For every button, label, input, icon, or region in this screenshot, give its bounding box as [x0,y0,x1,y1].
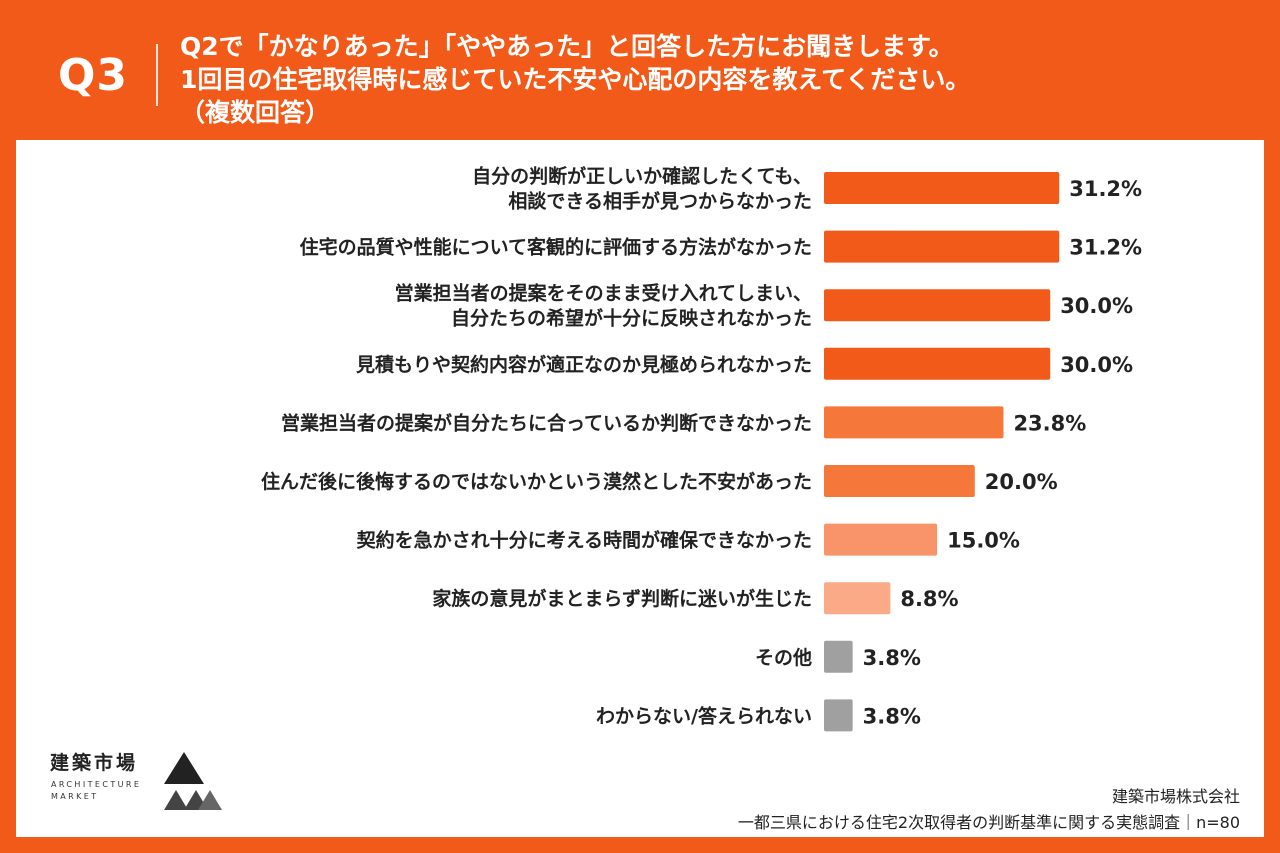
category-label-line: 自分たちの希望が十分に反映されなかった [451,307,812,330]
category-label: わからない/答えられない [596,704,812,727]
category-label-line: 住んだ後に後悔するのではないかという漠然とした不安があった [261,470,812,493]
footer: 建築市場株式会社 一都三県における住宅2次取得者の判断基準に関する実態調査｜n=… [738,784,1240,836]
bar [824,347,1051,380]
bar [824,699,853,732]
footer-survey: 一都三県における住宅2次取得者の判断基準に関する実態調査｜n=80 [737,813,1240,832]
value-label: 3.8% [863,704,921,728]
category-label: その他 [755,646,812,669]
chart-panel: 自分の判断が正しいか確認したくても、相談できる相手が見つからなかった 31.2% 住… [16,140,1264,837]
question-line-3: （複数回答） [180,98,331,127]
bar [824,582,891,615]
category-label: 契約を急かされ十分に考える時間が確保できなかった [356,529,812,552]
logo-triangle-icon [164,752,222,810]
value-label: 15.0% [947,529,1020,553]
category-label: 見積もりや契約内容が適正なのか見極められなかった [356,353,812,376]
value-label: 20.0% [985,470,1058,494]
bar [824,289,1051,322]
category-label-line: 営業担当者の提案をそのまま受け入れてしまい、 [395,282,812,305]
category-label-line: その他 [755,646,812,669]
category-label: 住んだ後に後悔するのではないかという漠然とした不安があった [261,470,812,493]
category-label-line: 住宅の品質や性能について客観的に評価する方法がなかった [300,236,812,259]
category-label: 住宅の品質や性能について客観的に評価する方法がなかった [300,236,812,259]
value-label: 23.8% [1013,411,1086,435]
bar [824,406,1004,439]
bar [824,640,853,673]
value-label: 31.2% [1069,236,1142,260]
question-number: Q3 [58,50,129,101]
category-label-line: 家族の意見がまとまらず判断に迷いが生じた [432,587,812,610]
category-label-line: 営業担当者の提案が自分たちに合っているか判断できなかった [281,411,812,434]
value-label: 8.8% [900,587,958,611]
bar [824,172,1060,204]
category-label-line: わからない/答えられない [596,704,812,727]
bar [824,523,938,556]
category-label: 家族の意見がまとまらず判断に迷いが生じた [432,587,812,610]
logo-name-en-1: ARCHITECTURE [51,780,142,789]
header-divider [156,44,158,106]
category-label-line: 見積もりや契約内容が適正なのか見極められなかった [356,353,812,376]
value-label: 3.8% [863,646,921,670]
category-label: 営業担当者の提案が自分たちに合っているか判断できなかった [281,411,812,434]
logo-name-en-2: MARKET [51,792,99,801]
question-line-2: 1回目の住宅取得時に感じていた不安や心配の内容を教えてください。 [180,65,971,94]
category-label-line: 契約を急かされ十分に考える時間が確保できなかった [356,529,812,552]
value-label: 30.0% [1060,353,1133,377]
category-label: 自分の判断が正しいか確認したくても、相談できる相手が見つからなかった [472,165,812,213]
value-label: 31.2% [1069,177,1142,201]
footer-company: 建築市場株式会社 [1111,787,1240,806]
question-text: Q2で「かなりあった」「ややあった」と回答した方にお聞きします。 1回目の住宅取… [180,30,1240,129]
question-line-1: Q2で「かなりあった」「ややあった」と回答した方にお聞きします。 [180,32,954,61]
category-label: 営業担当者の提案をそのまま受け入れてしまい、自分たちの希望が十分に反映されなかっ… [395,282,812,330]
category-label-line: 自分の判断が正しいか確認したくても、 [472,165,812,188]
company-logo: 建築市場 ARCHITECTURE MARKET [50,748,240,818]
category-label-line: 相談できる相手が見つからなかった [508,190,812,213]
bar-chart: 自分の判断が正しいか確認したくても、相談できる相手が見つからなかった 31.2% 住… [261,165,1142,732]
header-banner: Q3 Q2で「かなりあった」「ややあった」と回答した方にお聞きします。 1回目の… [0,0,1280,140]
bar [824,465,975,497]
logo-name-jp: 建築市場 [50,752,139,774]
value-label: 30.0% [1060,294,1133,318]
bar [824,230,1060,263]
